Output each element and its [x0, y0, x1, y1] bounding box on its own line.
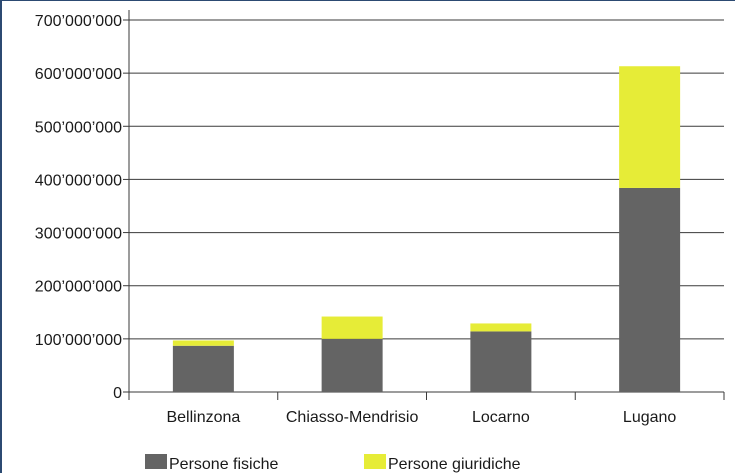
y-tick-label: 500’000’000 — [35, 119, 122, 136]
legend-label: Persone fisiche — [169, 456, 278, 473]
y-tick-label: 600’000’000 — [35, 66, 122, 83]
y-tick-label: 400’000’000 — [35, 172, 122, 189]
x-category-label: Locarno — [472, 409, 530, 426]
bar-locarno-series-0 — [470, 331, 532, 392]
legend-swatch — [145, 454, 167, 469]
bar-lugano-series-0 — [619, 187, 681, 392]
bar-chiasso-mendrisio-series-0 — [321, 338, 383, 392]
bar-bellinzona-series-1 — [172, 340, 234, 346]
x-category-label: Bellinzona — [166, 409, 240, 426]
y-tick-label: 300’000’000 — [35, 226, 122, 243]
bar-lugano-series-1 — [619, 66, 681, 188]
bar-locarno-series-1 — [470, 323, 532, 332]
bar-chiasso-mendrisio-series-1 — [321, 316, 383, 339]
legend-swatch — [364, 454, 386, 469]
bar-bellinzona-series-0 — [172, 345, 234, 392]
x-category-label: Chiasso-Mendrisio — [286, 409, 419, 426]
y-tick-label: 0 — [113, 385, 122, 402]
y-tick-label: 100’000’000 — [35, 332, 122, 349]
y-tick-label: 200’000’000 — [35, 279, 122, 296]
x-category-label: Lugano — [623, 409, 676, 426]
y-tick-label: 700’000’000 — [35, 13, 122, 30]
legend-label: Persone giuridiche — [388, 456, 521, 473]
